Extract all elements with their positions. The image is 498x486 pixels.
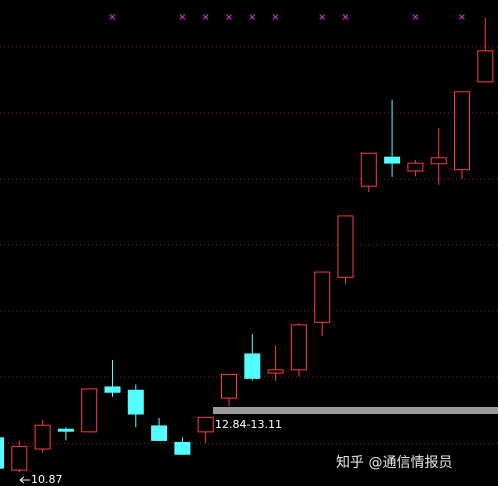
candle-body [104, 386, 121, 393]
candle-body [407, 162, 424, 172]
marker: × [108, 12, 116, 23]
marker: × [178, 12, 186, 23]
marker: × [458, 12, 466, 23]
candle-body [337, 215, 354, 278]
marker: × [248, 12, 256, 23]
candle-body [151, 425, 168, 441]
low-label: 10.87 [31, 473, 63, 486]
candle-body [477, 50, 494, 83]
candle-body [174, 441, 191, 455]
candle-body [360, 152, 377, 187]
candle-body [267, 369, 284, 374]
candle-body [127, 389, 144, 415]
candle-body [384, 156, 401, 164]
candle-body [81, 388, 98, 433]
marker: × [341, 12, 349, 23]
candle-body [314, 271, 331, 323]
marker: × [225, 12, 233, 23]
candle-body [0, 437, 4, 469]
watermark: 知乎 @通信情报员 [336, 454, 452, 471]
candle-body [57, 428, 74, 432]
marker: × [318, 12, 326, 23]
candle-body [34, 424, 51, 450]
annotation: 12.84-13.11 [215, 418, 282, 431]
candle-body [244, 353, 261, 379]
candle-body [221, 373, 237, 399]
candle-body [454, 91, 470, 171]
candle-body [11, 445, 28, 471]
marker: × [411, 12, 419, 23]
marker: × [271, 12, 279, 23]
low-arrow-head [19, 476, 25, 484]
marker: × [202, 12, 210, 23]
candle-body [290, 324, 307, 371]
range-bar [213, 407, 498, 414]
candle-body [197, 416, 214, 433]
candle-body [430, 157, 447, 165]
